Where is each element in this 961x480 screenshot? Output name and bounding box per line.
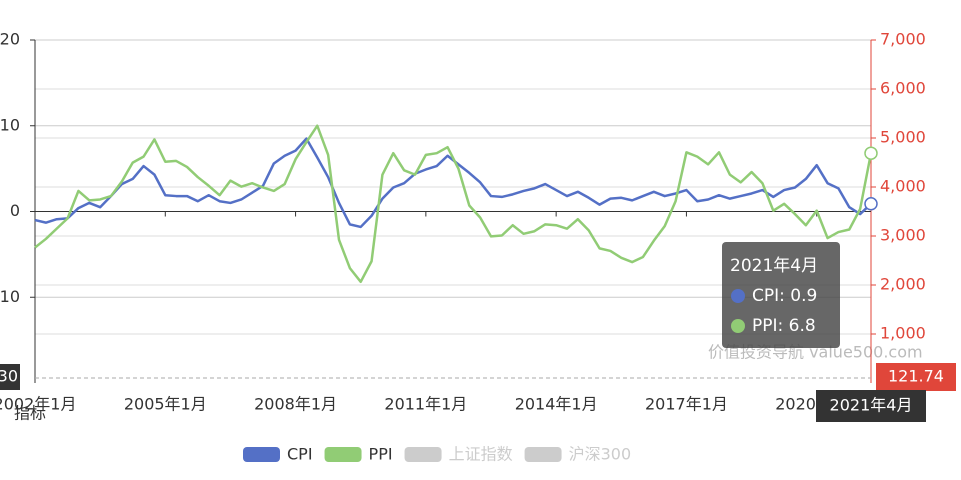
tooltip-item: CPI: 0.9	[752, 286, 817, 306]
legend-label[interactable]: CPI	[287, 445, 313, 464]
x-tick-label: 2008年1月	[254, 395, 337, 414]
tooltip-item: PPI: 6.8	[752, 316, 816, 336]
y2-tick-label: 5,000	[880, 128, 926, 147]
hover-point	[864, 146, 878, 160]
pointer-label: 30	[0, 367, 18, 386]
x-tick-label: 2017年1月	[645, 395, 728, 414]
x-tick-label: 2002年1月	[0, 395, 76, 414]
tooltip-title: 2021年4月	[730, 256, 818, 276]
x-tick-label: 2005年1月	[124, 395, 207, 414]
tooltip-marker	[731, 319, 745, 333]
y-tick-label: 20	[0, 30, 20, 49]
pointer-label: 121.74	[888, 367, 944, 386]
legend-swatch	[243, 447, 280, 462]
tooltip-marker	[731, 289, 745, 303]
y-tick-label: 0	[10, 201, 20, 220]
pointer-label-box	[0, 364, 20, 390]
legend-swatch	[404, 447, 442, 462]
y-tick-label: 10	[0, 115, 20, 134]
y2-tick-label: 4,000	[880, 177, 926, 196]
legend-label[interactable]: 沪深300	[569, 445, 632, 464]
y2-tick-label: 2,000	[880, 275, 926, 294]
y-tick-label: -10	[0, 287, 20, 306]
legend-swatch	[324, 447, 362, 462]
pointer-label-box	[816, 390, 926, 422]
tooltip	[722, 242, 840, 348]
pointer-label: 2021年4月	[830, 396, 913, 415]
legend-swatch	[524, 447, 562, 462]
x-tick-label: 2011年1月	[384, 395, 467, 414]
y2-tick-label: 1,000	[880, 324, 926, 343]
legend-label[interactable]: 上证指数	[449, 445, 513, 464]
hover-point	[864, 197, 878, 211]
x-tick-label: 2014年1月	[515, 395, 598, 414]
pointer-label-box	[876, 363, 956, 391]
x-axis-name: 指标	[14, 404, 46, 423]
legend-label[interactable]: PPI	[369, 445, 393, 464]
y2-tick-label: 6,000	[880, 79, 926, 98]
y2-tick-label: 7,000	[880, 30, 926, 49]
y2-tick-label: 3,000	[880, 226, 926, 245]
series-line	[34, 124, 873, 284]
